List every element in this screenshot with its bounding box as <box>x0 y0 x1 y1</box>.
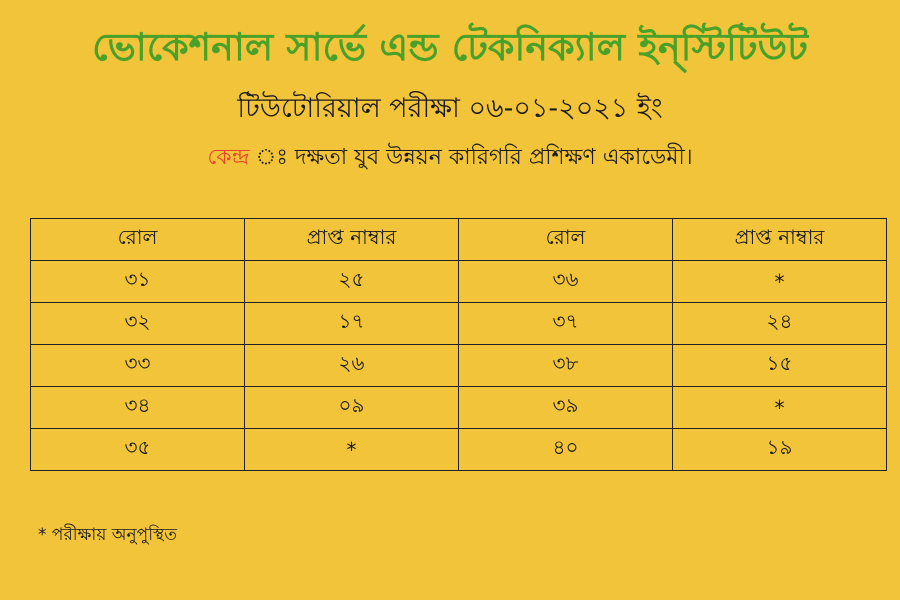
table-row: ৩৩ ২৬ ৩৮ ১৫ <box>30 344 887 387</box>
marks-cell: ২৬ <box>244 344 459 387</box>
marks-cell: ১৫ <box>672 344 887 387</box>
roll-cell: ৩৪ <box>30 386 245 429</box>
marks-cell: ১৭ <box>244 302 459 345</box>
header-marks: প্রাপ্ত নাম্বার <box>672 218 887 261</box>
results-table: রোল প্রাপ্ত নাম্বার রোল প্রাপ্ত নাম্বার … <box>30 218 887 471</box>
header-roll: রোল <box>458 218 673 261</box>
marks-cell: * <box>672 260 887 303</box>
header-marks: প্রাপ্ত নাম্বার <box>244 218 459 261</box>
roll-cell: ৩৭ <box>458 302 673 345</box>
marks-cell: ১৯ <box>672 428 887 471</box>
roll-cell: ৩৯ <box>458 386 673 429</box>
table-row: ৩২ ১৭ ৩৭ ২৪ <box>30 302 887 345</box>
roll-cell: ৩৩ <box>30 344 245 387</box>
marks-cell: * <box>672 386 887 429</box>
roll-cell: ৩৮ <box>458 344 673 387</box>
marks-cell: ০৯ <box>244 386 459 429</box>
table-header-row: রোল প্রাপ্ত নাম্বার রোল প্রাপ্ত নাম্বার <box>30 218 887 261</box>
roll-cell: ৩১ <box>30 260 245 303</box>
center-text: ঃ দক্ষতা যুব উন্নয়ন কারিগরি প্রশিক্ষণ এ… <box>287 145 693 170</box>
center-label: কেন্দ্র <box>207 145 250 170</box>
roll-cell: ৩২ <box>30 302 245 345</box>
table-row: ৩৪ ০৯ ৩৯ * <box>30 386 887 429</box>
marks-cell: ২৪ <box>672 302 887 345</box>
marks-cell: ২৫ <box>244 260 459 303</box>
footnote: * পরীক্ষায় অনুপুস্থিত <box>38 525 178 545</box>
roll-cell: ৩৬ <box>458 260 673 303</box>
marks-cell: * <box>244 428 459 471</box>
roll-cell: ৪০ <box>458 428 673 471</box>
center-line: কেন্দ্র ঃ দক্ষতা যুব উন্নয়ন কারিগরি প্র… <box>0 140 900 177</box>
table-row: ৩৫ * ৪০ ১৯ <box>30 428 887 471</box>
table-row: ৩১ ২৫ ৩৬ * <box>30 260 887 303</box>
exam-subtitle: টিউটোরিয়াল পরীক্ষা ০৬-০১-২০২১ ইং <box>237 93 663 124</box>
roll-cell: ৩৫ <box>30 428 245 471</box>
header-roll: রোল <box>30 218 245 261</box>
institute-title: ভোকেশনাল সার্ভে এন্ড টেকনিক্যাল ইন্‌স্টি… <box>92 25 808 69</box>
